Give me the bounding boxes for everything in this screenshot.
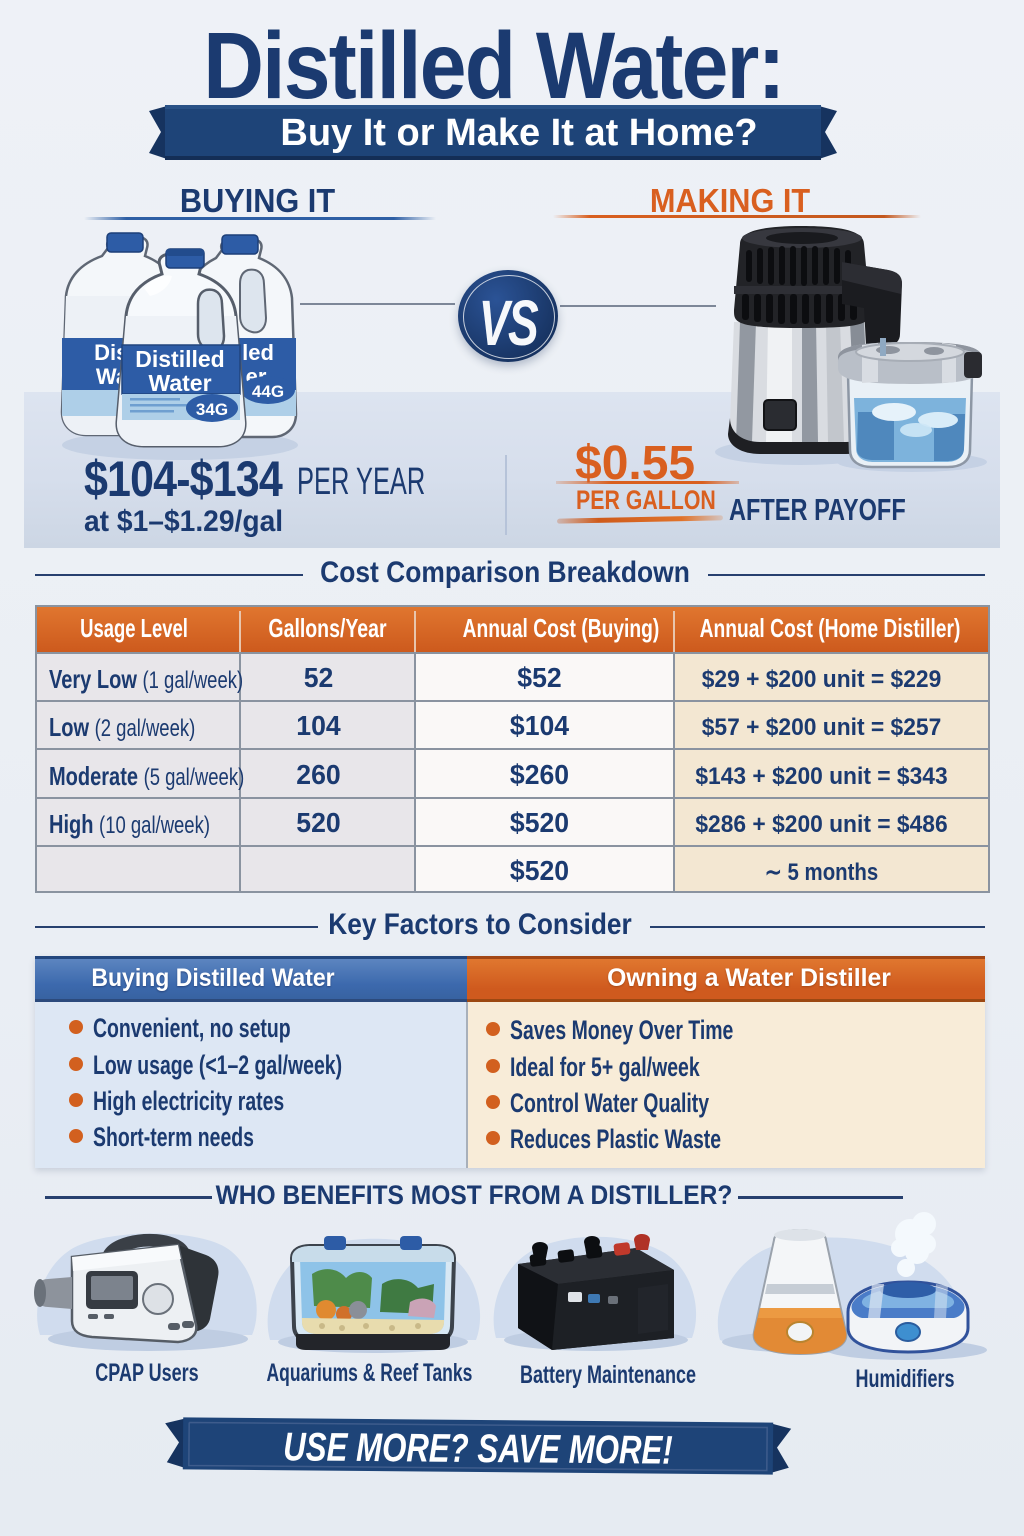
- svg-text:Distilled: Distilled: [135, 346, 224, 372]
- svg-text:led: led: [242, 340, 274, 365]
- svg-text:34G: 34G: [196, 400, 228, 419]
- svg-text:44G: 44G: [252, 382, 284, 401]
- svg-text:Water: Water: [148, 370, 211, 396]
